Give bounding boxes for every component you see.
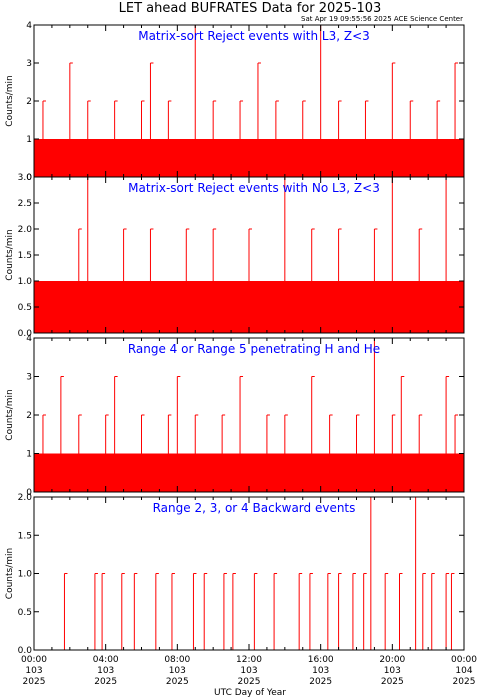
x-tick-label: 104 [455,666,472,676]
x-tick-label: 00:00 [451,655,477,665]
y-tick-label: 0 [26,488,32,498]
y-tick-label: 0.5 [18,608,32,618]
panel-title: Range 2, 3, or 4 Backward events [153,501,356,515]
chart-panel: 0 1 2 3 4 Matrix-sort Reject events with L3, … [5,21,465,183]
y-tick-label: 0.5 [18,303,32,313]
y-tick-label: 4 [26,334,32,344]
y-tick-label: 3.0 [18,173,33,183]
y-tick-label: 3 [26,373,32,383]
x-tick-label: 12:00 [236,655,262,665]
panel-title: Range 4 or Range 5 penetrating H and He [128,342,380,356]
y-tick-label: 0 [26,173,32,183]
x-tick-label: 103 [240,666,257,676]
y-axis-label: Counts/min [5,548,15,599]
y-tick-label: 0.0 [18,329,33,339]
y-tick-label: 4 [26,21,32,31]
x-tick-label: 20:00 [379,655,405,665]
x-tick-label: 04:00 [93,655,119,665]
x-tick-label: 2025 [166,677,189,687]
x-tick-label: 08:00 [164,655,190,665]
x-tick-label: 103 [97,666,114,676]
y-tick-label: 1.5 [18,531,32,541]
timestamp-label: Sat Apr 19 09:55:56 2025 ACE Science Cen… [301,15,463,23]
y-tick-label: 1.5 [18,251,32,261]
x-tick-label: 2025 [238,677,261,687]
x-tick-label: 2025 [309,677,332,687]
panel-title: Matrix-sort Reject events with No L3, Z<… [128,181,380,195]
x-tick-label: 2025 [453,677,476,687]
y-tick-label: 0.0 [18,646,33,656]
chart-panel: 0 1 2 3 4 Range 4 or Range 5 penetrating H an… [5,334,465,498]
y-tick-label: 2.0 [18,225,33,235]
chart-panel: 0.0 0.5 1.0 1.5 2.0 Range 2, 3, or 4 Backward… [5,493,465,656]
y-tick-label: 2.5 [18,199,32,209]
y-tick-label: 2 [26,411,32,421]
y-tick-label: 2.0 [18,493,33,503]
y-tick-label: 1.0 [18,277,33,287]
y-tick-label: 3 [26,59,32,69]
x-axis-title: UTC Day of Year [214,688,286,698]
x-tick-label: 103 [312,666,329,676]
y-tick-label: 1 [26,450,32,460]
x-tick-label: 2025 [381,677,404,687]
y-tick-label: 2 [26,97,32,107]
x-tick-label: 2025 [94,677,117,687]
y-tick-label: 1 [26,135,32,145]
y-axis-label: Counts/min [5,75,15,126]
x-tick-label: 2025 [23,677,46,687]
y-axis-label: Counts/min [5,389,15,440]
chart-panel: 0.0 0.5 1.0 1.5 2.0 2.5 3.0 Matrix-sort Reject … [5,173,465,339]
x-tick-label: 103 [25,666,42,676]
x-tick-label: 16:00 [308,655,334,665]
x-tick-label: 103 [384,666,401,676]
panel-title: Matrix-sort Reject events with L3, Z<3 [138,29,370,43]
panels-group: 0 1 2 3 4 Matrix-sort Reject events with L3, … [5,21,465,656]
x-axis-labels: 00:00103202504:00103202508:00103202512:0… [21,655,477,687]
x-tick-label: 00:00 [21,655,47,665]
x-tick-label: 103 [169,666,186,676]
figure-title: LET ahead BUFRATES Data for 2025-103 [119,1,382,16]
y-axis-label: Counts/min [5,229,15,280]
y-tick-label: 1.0 [18,570,33,580]
